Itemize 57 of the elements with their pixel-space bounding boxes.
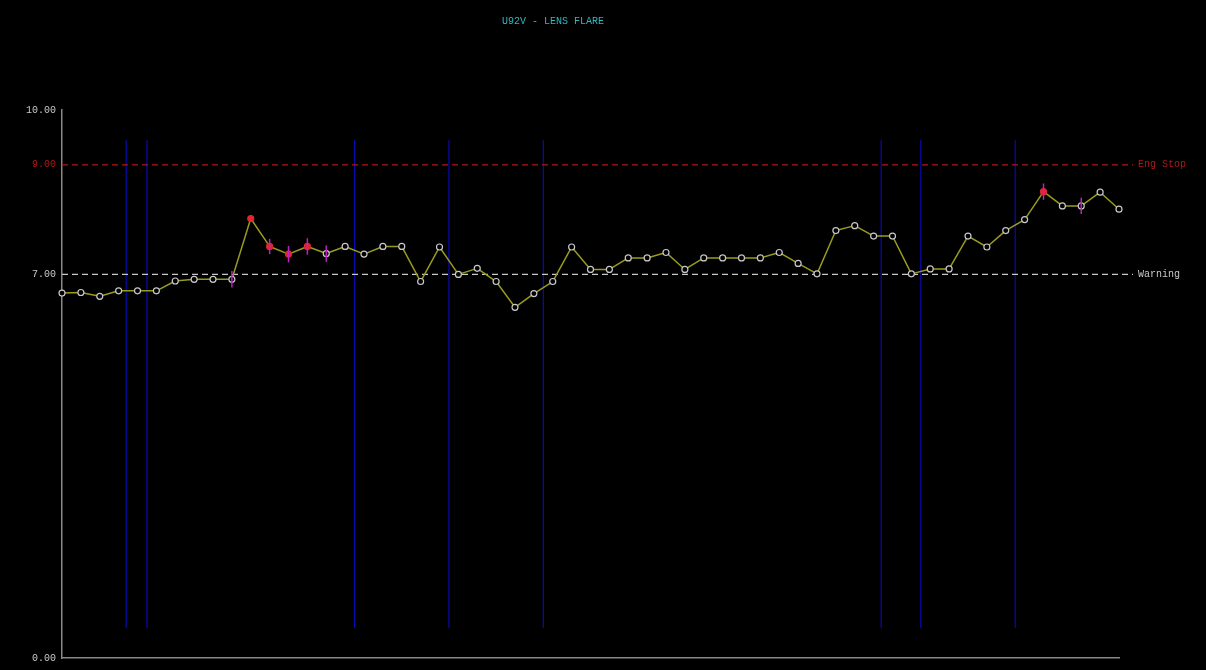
point xyxy=(77,288,85,297)
point xyxy=(1058,202,1066,210)
y-tick-label: 7.00 xyxy=(31,269,56,281)
point xyxy=(530,289,538,298)
point xyxy=(398,242,406,251)
point xyxy=(473,264,481,272)
point xyxy=(511,303,519,311)
point xyxy=(662,248,670,257)
point xyxy=(870,232,878,240)
point xyxy=(115,287,123,295)
point xyxy=(775,248,783,257)
point xyxy=(719,254,727,262)
point xyxy=(964,232,972,240)
point xyxy=(605,265,613,274)
point xyxy=(643,254,651,262)
point xyxy=(360,250,368,258)
point xyxy=(435,243,444,251)
point xyxy=(58,289,66,297)
point xyxy=(190,275,198,283)
ref-line-label: Warning xyxy=(1138,269,1181,281)
point xyxy=(851,222,859,230)
point xyxy=(171,277,179,285)
point xyxy=(624,254,632,262)
point xyxy=(586,265,595,274)
point xyxy=(152,287,160,295)
point xyxy=(96,292,104,300)
point xyxy=(813,270,821,278)
point xyxy=(832,226,840,235)
point xyxy=(379,242,387,251)
y-tick-label: 0.00 xyxy=(31,652,56,664)
y-tick-label: 9.00 xyxy=(31,159,56,171)
chart-title: U92V - LENS FLARE xyxy=(501,15,605,27)
point xyxy=(1115,205,1123,213)
point xyxy=(209,275,217,283)
point xyxy=(1002,226,1010,235)
point xyxy=(926,265,934,273)
point xyxy=(492,277,500,286)
point xyxy=(945,265,953,273)
point xyxy=(907,270,915,278)
point xyxy=(888,232,897,240)
point xyxy=(1096,188,1104,196)
point xyxy=(737,254,746,262)
point xyxy=(794,259,802,268)
point xyxy=(133,287,142,295)
point xyxy=(568,243,576,251)
ref-line-label: Eng Stop xyxy=(1138,159,1187,171)
point xyxy=(1021,216,1029,224)
point xyxy=(681,265,689,274)
point xyxy=(247,214,255,223)
point xyxy=(700,254,708,262)
point xyxy=(549,277,557,286)
point xyxy=(341,242,349,251)
point xyxy=(756,254,764,262)
point xyxy=(417,277,425,286)
point xyxy=(454,270,462,278)
y-tick-label: 10.00 xyxy=(25,104,56,116)
point xyxy=(983,243,991,251)
